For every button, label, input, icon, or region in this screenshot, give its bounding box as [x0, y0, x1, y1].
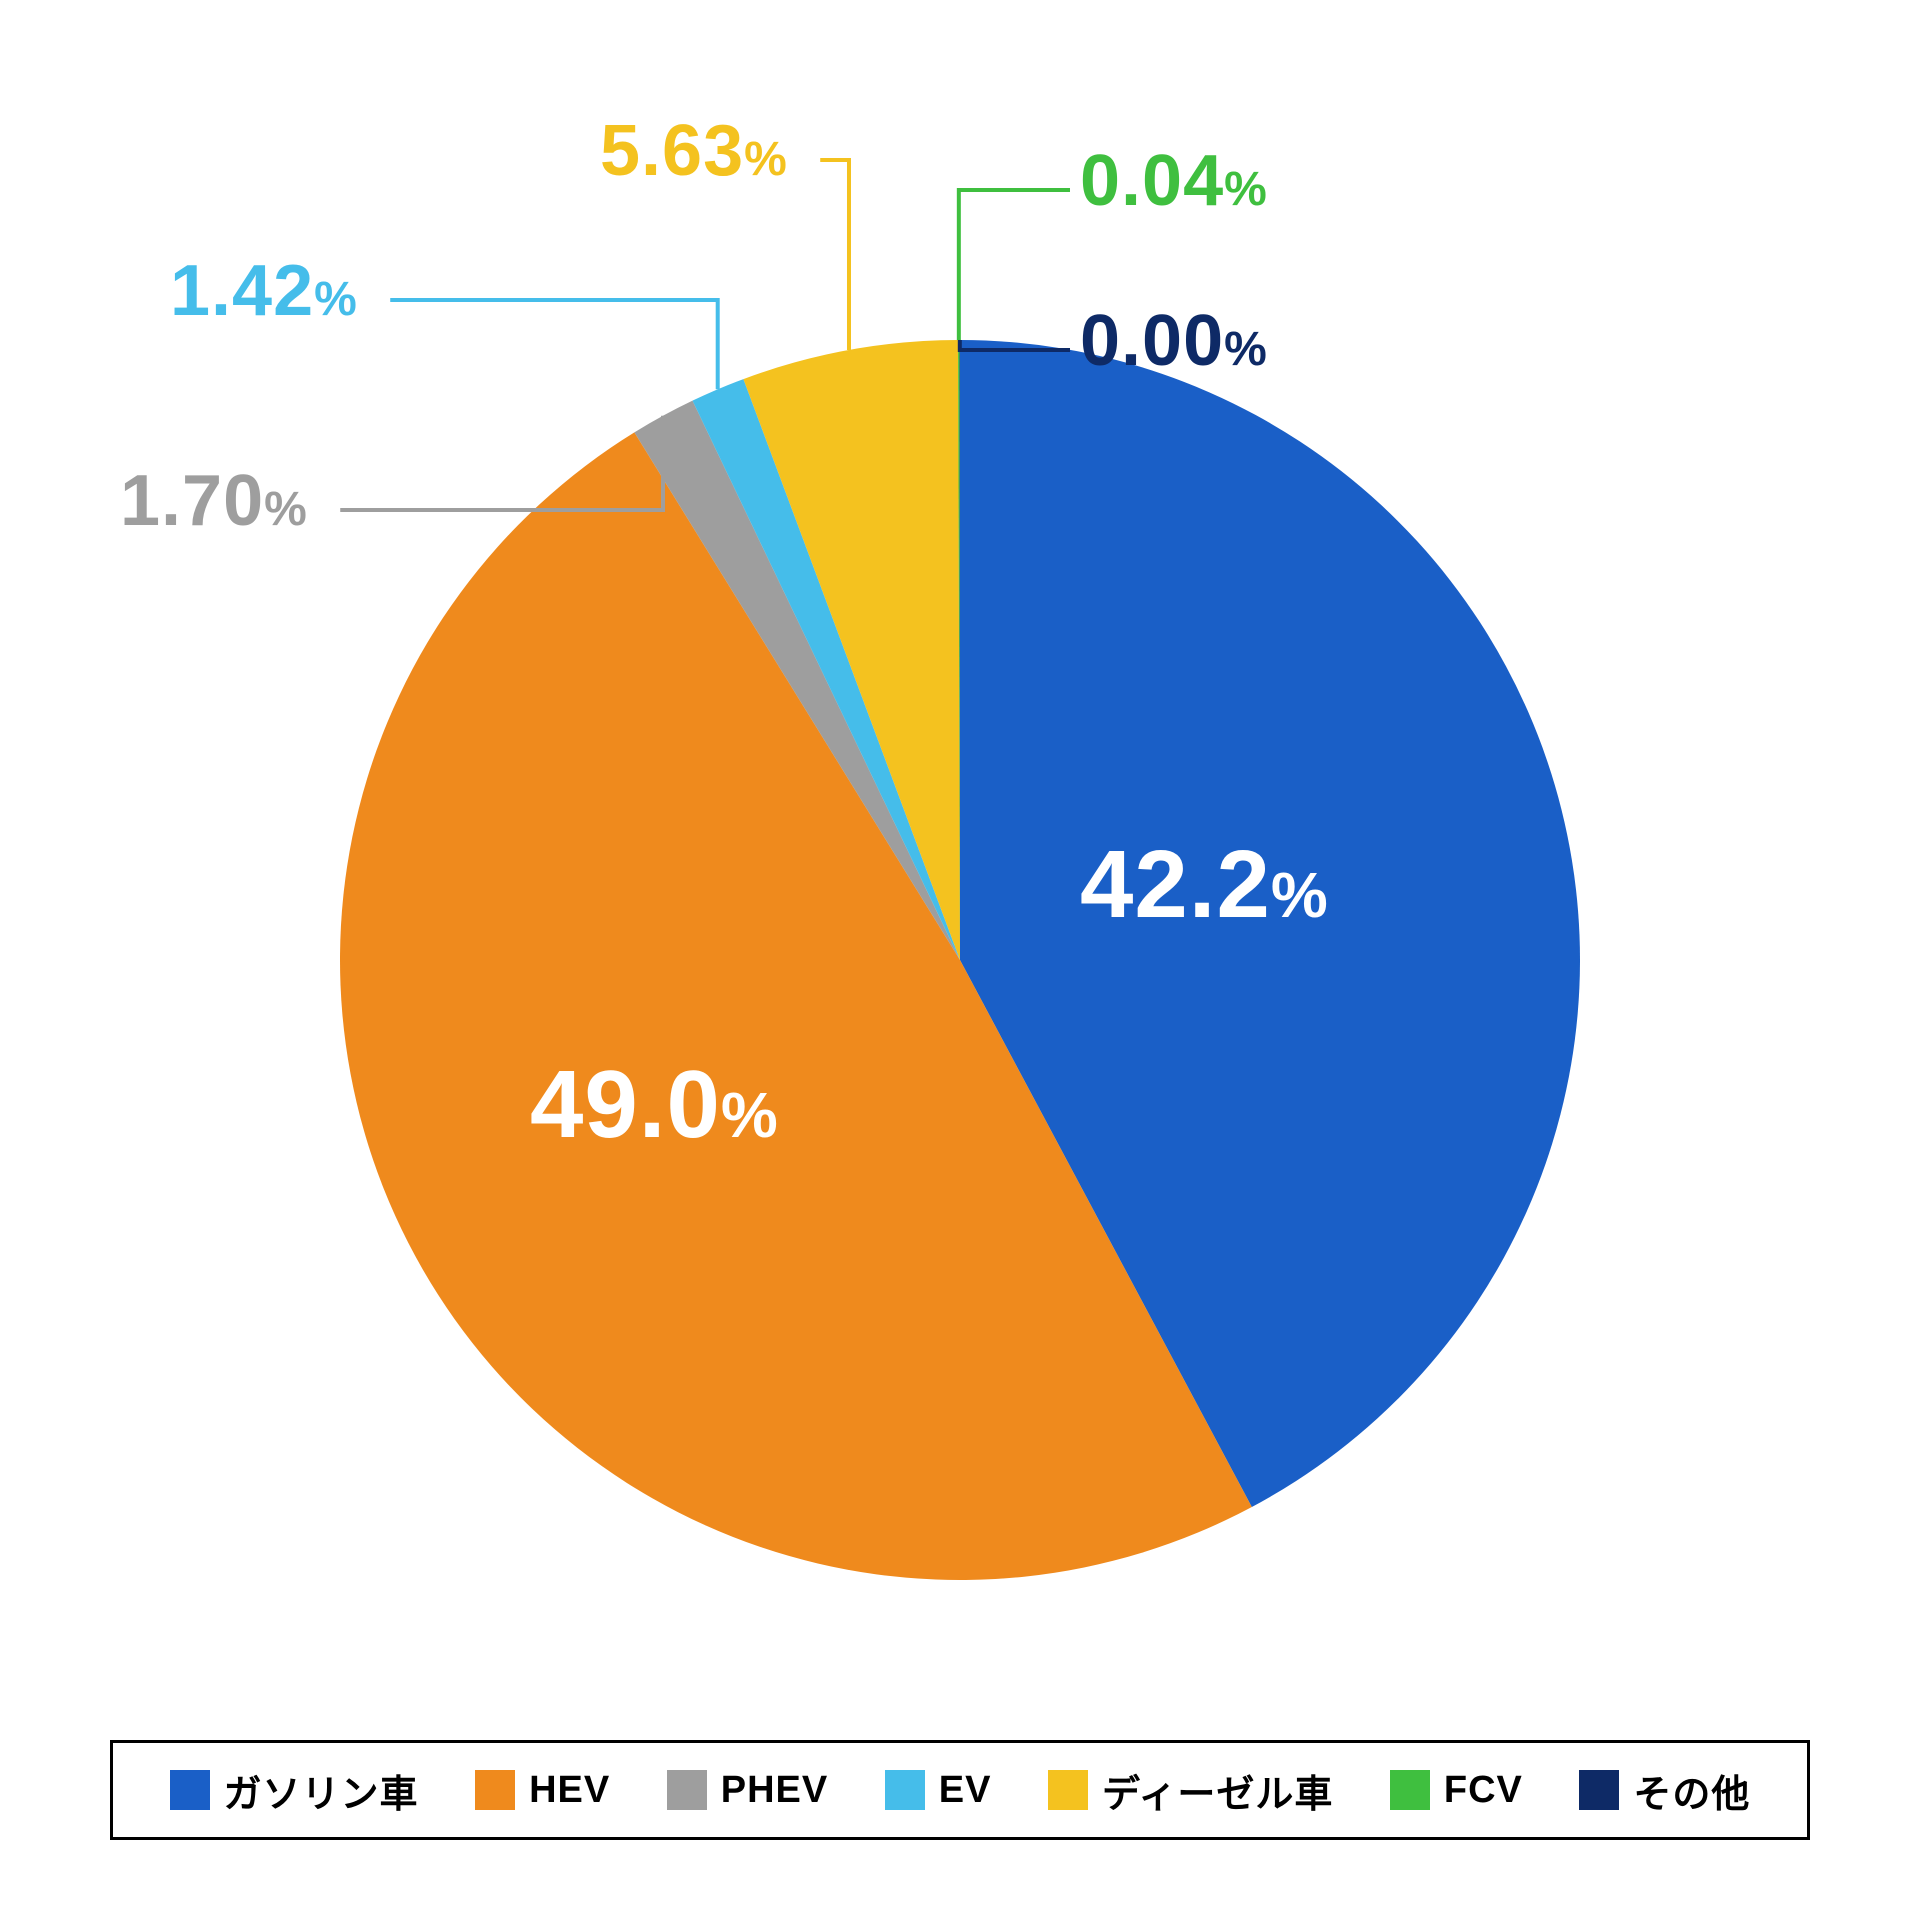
- legend-swatch-phev: [667, 1770, 707, 1810]
- legend-item-ev: EV: [885, 1769, 992, 1812]
- legend-swatch-gasoline: [170, 1770, 210, 1810]
- callout-fcv: 0.04%: [1080, 140, 1268, 222]
- callout-ev-value: 1.42: [170, 251, 314, 331]
- legend-label-gasoline: ガソリン車: [224, 1763, 419, 1818]
- legend-label-ev: EV: [939, 1769, 992, 1812]
- inner-label-gasoline-value: 42.2: [1080, 831, 1271, 938]
- inner-label-gasoline-pct: %: [1271, 859, 1329, 931]
- legend-label-phev: PHEV: [721, 1769, 828, 1812]
- callout-phev: 1.70%: [120, 460, 308, 542]
- callout-diesel: 5.63%: [600, 110, 788, 192]
- inner-label-hev-value: 49.0: [530, 1051, 721, 1158]
- legend-item-phev: PHEV: [667, 1769, 828, 1812]
- callout-other-pct: %: [1224, 323, 1268, 376]
- legend-swatch-fcv: [1390, 1770, 1430, 1810]
- inner-label-hev-pct: %: [721, 1079, 779, 1151]
- legend-swatch-other: [1579, 1770, 1619, 1810]
- callout-fcv-value: 0.04: [1080, 141, 1224, 221]
- inner-label-gasoline: 42.2%: [1080, 830, 1329, 940]
- legend: ガソリン車 HEV PHEV EV ディーゼル車 FCV その他: [110, 1740, 1810, 1840]
- leader-line-ev: [390, 300, 717, 389]
- leader-line-fcv: [959, 190, 1070, 340]
- callout-ev-pct: %: [314, 273, 358, 326]
- callout-phev-value: 1.70: [120, 461, 264, 541]
- legend-swatch-ev: [885, 1770, 925, 1810]
- legend-item-hev: HEV: [475, 1769, 610, 1812]
- legend-label-fcv: FCV: [1444, 1769, 1523, 1812]
- pie-chart-figure: 42.2% 49.0% 1.70% 1.42% 5.63% 0.04% 0.00…: [0, 0, 1920, 1912]
- legend-label-hev: HEV: [529, 1769, 610, 1812]
- callout-other-value: 0.00: [1080, 301, 1224, 381]
- callout-phev-pct: %: [264, 483, 308, 536]
- callout-diesel-pct: %: [744, 133, 788, 186]
- callout-ev: 1.42%: [170, 250, 358, 332]
- legend-item-fcv: FCV: [1390, 1769, 1523, 1812]
- callout-fcv-pct: %: [1224, 163, 1268, 216]
- leader-line-diesel: [820, 160, 849, 350]
- inner-label-hev: 49.0%: [530, 1050, 779, 1160]
- legend-label-other: その他: [1633, 1763, 1750, 1818]
- callout-diesel-value: 5.63: [600, 111, 744, 191]
- legend-swatch-hev: [475, 1770, 515, 1810]
- legend-item-diesel: ディーゼル車: [1048, 1763, 1333, 1818]
- legend-item-gasoline: ガソリン車: [170, 1763, 419, 1818]
- legend-item-other: その他: [1579, 1763, 1750, 1818]
- callout-other: 0.00%: [1080, 300, 1268, 382]
- legend-label-diesel: ディーゼル車: [1102, 1763, 1333, 1818]
- legend-swatch-diesel: [1048, 1770, 1088, 1810]
